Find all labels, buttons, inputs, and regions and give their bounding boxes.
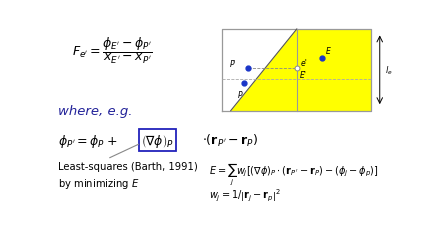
Text: $E = \sum_j w_j\left[(\nabla\phi)_P\cdot(\mathbf{r}_{P'}-\mathbf{r}_P)-(\phi_j-\: $E = \sum_j w_j\left[(\nabla\phi)_P\cdot… bbox=[209, 161, 378, 187]
Text: P': P' bbox=[230, 59, 236, 68]
Polygon shape bbox=[231, 30, 371, 111]
Text: $\phi_{P'} = \phi_P +$: $\phi_{P'} = \phi_P +$ bbox=[58, 132, 117, 149]
Text: P: P bbox=[238, 90, 243, 99]
Text: $l_e$: $l_e$ bbox=[385, 64, 392, 77]
Text: Least-squares (Barth, 1991)
by minimizing $E$: Least-squares (Barth, 1991) by minimizin… bbox=[58, 161, 198, 190]
Text: $\cdot(\mathbf{r}_{P'} - \mathbf{r}_P)$: $\cdot(\mathbf{r}_{P'} - \mathbf{r}_P)$ bbox=[202, 132, 258, 148]
Text: E': E' bbox=[300, 71, 307, 80]
Text: E: E bbox=[326, 47, 330, 56]
Text: e': e' bbox=[300, 59, 307, 67]
Text: where, e.g.: where, e.g. bbox=[58, 104, 132, 117]
Text: $w_j = 1/\left|\mathbf{r}_j - \mathbf{r}_p\right|^2$: $w_j = 1/\left|\mathbf{r}_j - \mathbf{r}… bbox=[209, 186, 281, 203]
Text: $\left(\nabla\phi\right)_P$: $\left(\nabla\phi\right)_P$ bbox=[141, 132, 174, 149]
Text: $F_{e'} = \dfrac{\phi_{E'} - \phi_{P'}}{x_{E'} - x_{P'}}$: $F_{e'} = \dfrac{\phi_{E'} - \phi_{P'}}{… bbox=[72, 36, 153, 66]
